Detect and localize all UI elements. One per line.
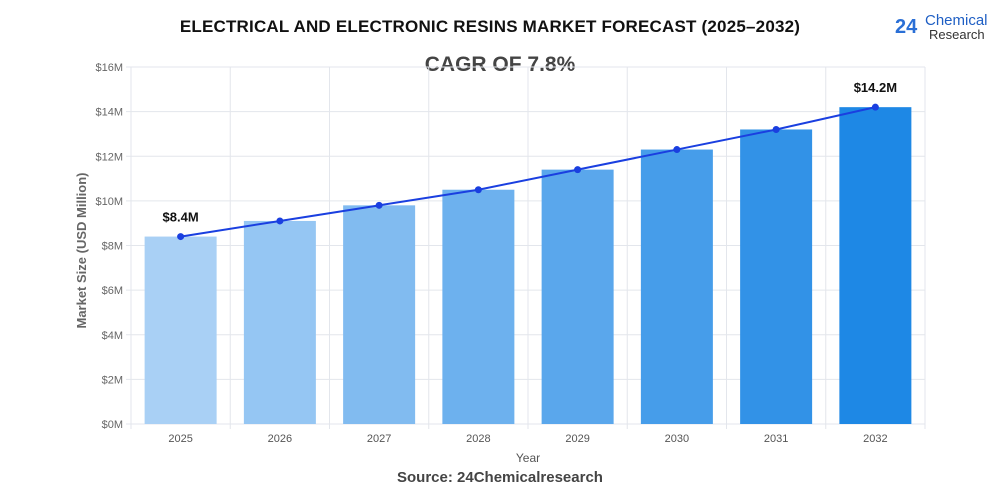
x-tick-label: 2025: [168, 433, 192, 445]
x-tick-label: 2032: [863, 433, 887, 445]
bar-2030: [640, 149, 713, 424]
trend-line: [180, 106, 876, 238]
trend-point-2026: [276, 217, 284, 225]
x-tick-label: 2026: [268, 433, 292, 445]
trend-point-2025: [177, 233, 185, 241]
data-label: $8.4M: [163, 210, 199, 225]
trend-point-2031: [772, 125, 780, 133]
bar-2027: [343, 205, 416, 424]
bar-2031: [740, 129, 813, 424]
x-tick-label: 2030: [665, 433, 689, 445]
x-tick-label: 2031: [764, 433, 788, 445]
y-axis-title: Market Size (USD Million): [74, 172, 89, 328]
trend-point-2030: [673, 146, 681, 154]
y-tick-label: $4M: [102, 330, 123, 342]
x-tick-label: 2028: [466, 433, 490, 445]
y-tick-label: $10M: [95, 196, 123, 208]
bar-2032: [839, 107, 912, 424]
data-label: $14.2M: [854, 80, 897, 95]
trend-point-2027: [375, 201, 383, 209]
x-tick-label: 2027: [367, 433, 391, 445]
chart-title: ELECTRICAL AND ELECTRONIC RESINS MARKET …: [179, 17, 801, 36]
logo-line2: Research: [929, 27, 985, 42]
y-tick-label: $6M: [102, 285, 123, 297]
trend-point-2028: [474, 186, 482, 194]
x-axis-title: Year: [516, 451, 540, 465]
logo-number: 24: [895, 16, 918, 38]
y-tick-label: $8M: [102, 241, 123, 253]
y-tick-label: $2M: [102, 374, 123, 386]
cagr-subtitle: CAGR OF 7.8%: [424, 53, 576, 76]
x-tick-label: 2029: [565, 433, 589, 445]
y-tick-label: $0M: [102, 419, 123, 431]
company-logo: 24 Chemical Research: [895, 12, 995, 44]
logo-line1: Chemical: [925, 12, 988, 29]
bar-2026: [243, 220, 316, 424]
bar-2028: [442, 189, 515, 424]
y-tick-label: $12M: [95, 151, 123, 163]
y-tick-label: $16M: [95, 62, 123, 74]
bar-2025: [144, 236, 217, 424]
y-tick-label: $14M: [95, 107, 123, 119]
trend-point-2029: [574, 166, 582, 174]
bar-2029: [541, 169, 614, 424]
source-note: Source: 24Chemicalresearch: [397, 469, 603, 486]
trend-point-2032: [871, 103, 879, 111]
